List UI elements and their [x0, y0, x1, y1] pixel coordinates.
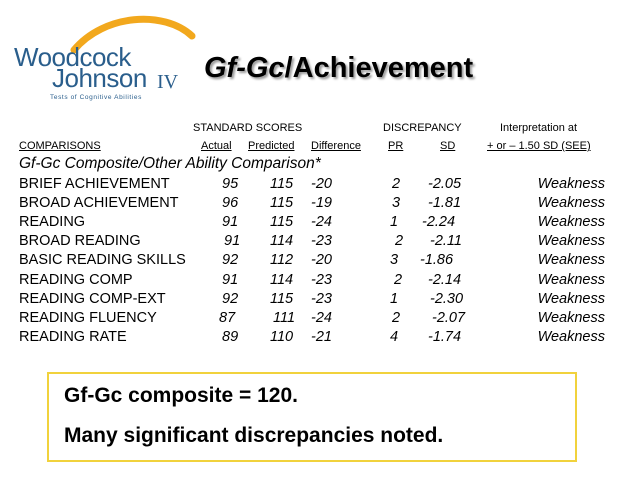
row-difference: -23	[311, 271, 332, 288]
row-pr: 2	[395, 233, 404, 250]
row-pr: 3	[390, 252, 399, 269]
row-pr: 1	[390, 214, 399, 231]
row-actual: 96	[222, 195, 239, 212]
row-predicted: 110	[270, 328, 294, 345]
row-sd: -2.05	[428, 176, 462, 192]
row-sd: -2.14	[428, 271, 462, 288]
row-sd: -1.81	[428, 195, 462, 212]
woodcock-johnson-logo: Woodcock Johnson IV Tests of Cognitive A…	[14, 8, 204, 108]
row-predicted: 111	[273, 309, 296, 326]
row-difference: -23	[311, 233, 332, 250]
row-label: READING COMP	[19, 271, 133, 288]
row-predicted: 112	[270, 252, 294, 269]
row-predicted: 114	[270, 233, 294, 250]
row-interpretation: Weakness	[537, 252, 605, 269]
row-predicted: 114	[270, 271, 294, 288]
logo-arc-icon	[70, 15, 196, 54]
header-discrepancy: DISCREPANCY	[383, 122, 462, 134]
page-title: Gf-Gc/Achievement	[204, 52, 473, 85]
row-predicted: 115	[270, 214, 294, 231]
row-sd: -1.86	[420, 252, 454, 269]
row-label: READING COMP-EXT	[19, 290, 166, 307]
row-interpretation: Weakness	[537, 290, 605, 307]
row-label: BRIEF ACHIEVEMENT	[19, 176, 170, 192]
row-difference: -24	[311, 214, 332, 231]
row-label: BROAD ACHIEVEMENT	[19, 195, 179, 212]
note-composite: Gf-Gc composite = 120.	[64, 384, 298, 407]
row-sd: -1.74	[428, 328, 462, 345]
row-sd: -2.30	[430, 290, 464, 307]
row-predicted: 115	[270, 290, 294, 307]
header-pr: PR	[388, 140, 404, 152]
header-actual: Actual	[201, 140, 232, 152]
row-actual: 92	[222, 290, 239, 307]
row-label: BROAD READING	[19, 233, 141, 250]
header-difference: Difference	[311, 140, 361, 152]
section-title: Gf-Gc Composite/Other Ability Comparison…	[19, 155, 321, 172]
row-actual: 91	[224, 233, 241, 250]
row-pr: 2	[394, 271, 403, 288]
row-interpretation: Weakness	[537, 214, 605, 231]
row-predicted: 115	[270, 195, 294, 212]
row-difference: -20	[311, 176, 332, 192]
row-sd: -2.07	[432, 309, 466, 326]
header-comparisons: COMPARISONS	[19, 140, 101, 152]
title-gfgc: Gf-Gc	[204, 52, 285, 84]
row-pr: 2	[392, 176, 401, 192]
row-sd: -2.11	[430, 233, 462, 250]
row-difference: -21	[311, 328, 332, 345]
row-actual: 92	[222, 252, 239, 269]
row-pr: 4	[390, 328, 399, 345]
row-actual: 87	[219, 309, 236, 326]
row-pr: 1	[390, 290, 399, 307]
row-predicted: 115	[270, 176, 294, 192]
row-interpretation: Weakness	[537, 309, 605, 326]
row-label: BASIC READING SKILLS	[19, 252, 186, 269]
row-label: READING FLUENCY	[19, 309, 157, 326]
row-interpretation: Weakness	[537, 328, 605, 345]
row-actual: 91	[222, 271, 239, 288]
row-interpretation: Weakness	[537, 176, 605, 192]
row-actual: 95	[222, 176, 239, 192]
row-difference: -20	[311, 252, 332, 269]
row-actual: 89	[222, 328, 239, 345]
row-difference: -19	[311, 195, 332, 212]
header-standard-scores: STANDARD SCORES	[193, 122, 303, 134]
row-label: READING	[19, 214, 86, 231]
row-interpretation: Weakness	[537, 271, 605, 288]
row-difference: -23	[311, 290, 332, 307]
row-actual: 91	[222, 214, 239, 231]
row-interpretation: Weakness	[537, 195, 605, 212]
logo-edition: IV	[157, 71, 179, 93]
logo-line2: Johnson	[52, 63, 147, 93]
note-discrepancies: Many significant discrepancies noted.	[64, 424, 444, 447]
row-pr: 2	[392, 309, 401, 326]
header-sd: SD	[440, 140, 456, 152]
header-predicted: Predicted	[248, 140, 295, 152]
summary-note-box: Gf-Gc composite = 120. Many significant …	[47, 372, 577, 462]
row-interpretation: Weakness	[537, 233, 605, 250]
logo-tagline: Tests of Cognitive Abilities	[50, 94, 142, 101]
title-achievement: /Achievement	[284, 52, 474, 84]
header-criterion: + or – 1.50 SD (SEE)	[487, 140, 591, 152]
row-pr: 3	[392, 195, 401, 212]
header-interpretation: Interpretation at	[500, 122, 578, 134]
row-sd: -2.24	[422, 214, 456, 231]
row-difference: -24	[311, 309, 332, 326]
logo-line1: Woodcock	[14, 42, 131, 72]
row-label: READING RATE	[19, 328, 127, 345]
